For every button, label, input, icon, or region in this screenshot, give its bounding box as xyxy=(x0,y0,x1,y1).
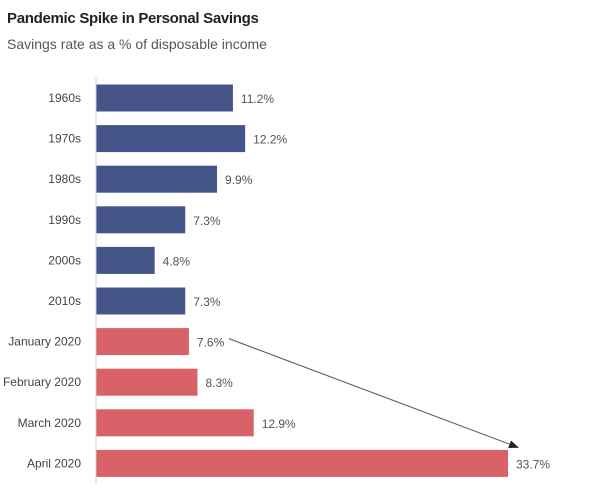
category-label: 2000s xyxy=(48,253,81,267)
data-label: 7.3% xyxy=(193,214,221,228)
category-label: 2010s xyxy=(48,294,81,308)
category-label: 1970s xyxy=(48,132,81,146)
bar xyxy=(96,165,218,193)
data-label: 33.7% xyxy=(516,457,550,471)
chart-title: Pandemic Spike in Personal Savings xyxy=(7,10,259,27)
bar xyxy=(96,328,189,356)
data-label: 7.6% xyxy=(197,336,225,350)
category-label: March 2020 xyxy=(18,416,82,430)
category-label: 1990s xyxy=(48,213,81,227)
category-label: 1980s xyxy=(48,172,81,186)
bar xyxy=(96,368,198,396)
bar xyxy=(96,84,233,112)
bar xyxy=(96,449,508,477)
annotation-arrow xyxy=(228,338,519,448)
data-label: 9.9% xyxy=(225,173,253,187)
data-label: 8.3% xyxy=(205,376,233,390)
category-label: 1960s xyxy=(48,91,81,105)
bar xyxy=(96,287,186,315)
bar xyxy=(96,246,155,274)
bar xyxy=(96,206,186,234)
bar xyxy=(96,125,246,153)
data-label: 12.2% xyxy=(253,133,287,147)
category-label: January 2020 xyxy=(8,335,81,349)
data-label: 11.2% xyxy=(241,92,274,106)
chart-subtitle: Savings rate as a % of disposable income xyxy=(7,36,267,52)
category-label: April 2020 xyxy=(27,456,81,470)
data-label: 7.3% xyxy=(193,295,221,309)
bar xyxy=(96,409,254,437)
data-label: 12.9% xyxy=(262,417,296,431)
category-label: February 2020 xyxy=(3,375,81,389)
data-label: 4.8% xyxy=(163,254,191,268)
